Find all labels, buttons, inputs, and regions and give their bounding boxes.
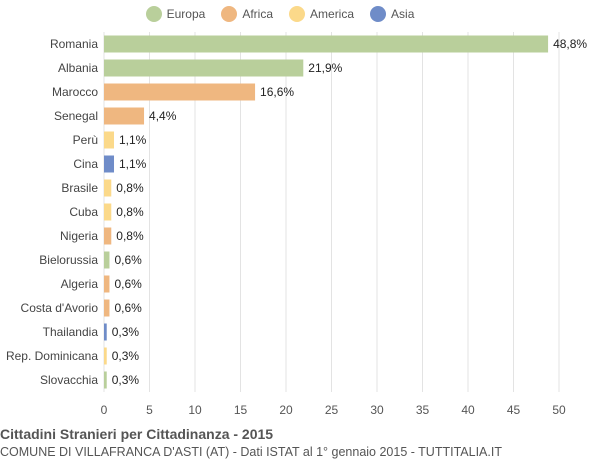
value-label: 0,6% (114, 253, 142, 267)
bar-cina (104, 155, 115, 173)
chart-subtitle: COMUNE DI VILLAFRANCA D'ASTI (AT) - Dati… (0, 445, 502, 459)
bar-costa-d-avorio (104, 299, 110, 317)
bar-senegal (104, 107, 145, 125)
category-label: Rep. Dominicana (6, 349, 98, 363)
category-label: Thailandia (43, 325, 99, 339)
bar-cuba (104, 203, 112, 221)
value-label: 16,6% (260, 85, 294, 99)
value-label: 0,3% (112, 349, 140, 363)
category-label: Marocco (52, 85, 98, 99)
legend-label: Africa (242, 7, 274, 21)
category-label: Romania (50, 37, 98, 51)
x-tick-label: 30 (370, 403, 384, 417)
bar-algeria (104, 275, 110, 293)
legend-item-europa: Europa (145, 6, 206, 22)
x-tick-label: 25 (325, 403, 339, 417)
category-label: Albania (58, 61, 98, 75)
value-label: 1,1% (119, 157, 147, 171)
legend-item-africa: Africa (221, 6, 273, 22)
category-label: Brasile (61, 181, 98, 195)
value-label: 4,4% (149, 109, 177, 123)
category-label: Cuba (69, 205, 98, 219)
bar-per- (104, 131, 115, 149)
value-label: 0,8% (116, 205, 144, 219)
value-label: 1,1% (119, 133, 147, 147)
x-tick-label: 40 (461, 403, 475, 417)
legend-swatch (370, 6, 387, 22)
value-label: 0,3% (112, 373, 140, 387)
category-label: Perù (73, 133, 98, 147)
category-label: Slovacchia (40, 373, 98, 387)
x-tick-label: 35 (416, 403, 430, 417)
bar-chart: 0 5 10 15 20 25 30 35 40 45 50 Romania 48,8% Albania 2… (6, 32, 587, 417)
x-tick-label: 5 (146, 403, 153, 417)
category-label: Cina (73, 157, 98, 171)
bar-romania (104, 35, 549, 53)
legend-swatch (145, 6, 162, 22)
value-label: 0,3% (112, 325, 140, 339)
value-label: 0,8% (116, 229, 144, 243)
category-label: Senegal (54, 109, 98, 123)
value-label: 48,8% (553, 37, 587, 51)
x-tick-label: 50 (552, 403, 566, 417)
bar-thailandia (104, 323, 107, 341)
x-tick-label: 15 (234, 403, 248, 417)
legend-swatch (221, 6, 238, 22)
category-label: Nigeria (60, 229, 98, 243)
legend-swatch (289, 6, 306, 22)
bar-slovacchia (104, 371, 107, 389)
chart-title: Cittadini Stranieri per Cittadinanza - 2… (0, 426, 274, 442)
value-label: 21,9% (308, 61, 342, 75)
x-tick-label: 20 (279, 403, 293, 417)
value-label: 0,8% (116, 181, 144, 195)
x-tick-label: 0 (101, 403, 108, 417)
value-label: 0,6% (114, 277, 142, 291)
x-tick-label: 45 (507, 403, 521, 417)
bar-marocco (104, 83, 256, 101)
legend-label: America (310, 7, 355, 21)
bar-nigeria (104, 227, 112, 245)
bar-albania (104, 59, 304, 77)
legend-item-asia: Asia (370, 6, 414, 22)
chart-legend: Europa Africa America Asia (0, 6, 560, 22)
category-label: Bielorussia (39, 253, 98, 267)
x-tick-label: 10 (188, 403, 202, 417)
bar-brasile (104, 179, 112, 197)
category-label: Costa d'Avorio (21, 301, 99, 315)
bar-bielorussia (104, 251, 110, 269)
category-label: Algeria (61, 277, 99, 291)
bar-rep-dominicana (104, 347, 107, 365)
value-label: 0,6% (114, 301, 142, 315)
legend-label: Europa (166, 7, 206, 21)
legend-label: Asia (391, 7, 415, 21)
legend-item-america: America (289, 6, 354, 22)
